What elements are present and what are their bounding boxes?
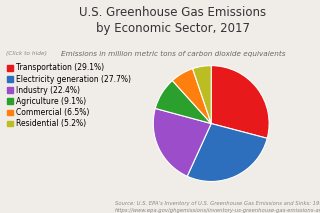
Text: Emissions in million metric tons of carbon dioxide equivalents: Emissions in million metric tons of carb…	[60, 51, 285, 57]
Wedge shape	[187, 124, 267, 181]
Wedge shape	[153, 108, 211, 176]
Legend: Transportation (29.1%), Electricity generation (27.7%), Industry (22.4%), Agricu: Transportation (29.1%), Electricity gene…	[7, 63, 131, 128]
Text: (Click to hide): (Click to hide)	[6, 51, 47, 56]
Wedge shape	[155, 81, 211, 124]
Text: Source: U.S. EPA's Inventory of U.S. Greenhouse Gas Emissions and Sinks: 1990-20: Source: U.S. EPA's Inventory of U.S. Gre…	[115, 201, 320, 206]
Text: https://www.epa.gov/ghgemissions/inventory-us-greenhouse-gas-emissions-and-sinks: https://www.epa.gov/ghgemissions/invento…	[115, 208, 320, 213]
Wedge shape	[193, 66, 211, 124]
Text: U.S. Greenhouse Gas Emissions
by Economic Sector, 2017: U.S. Greenhouse Gas Emissions by Economi…	[79, 6, 266, 35]
Wedge shape	[172, 69, 211, 124]
Wedge shape	[211, 66, 269, 138]
